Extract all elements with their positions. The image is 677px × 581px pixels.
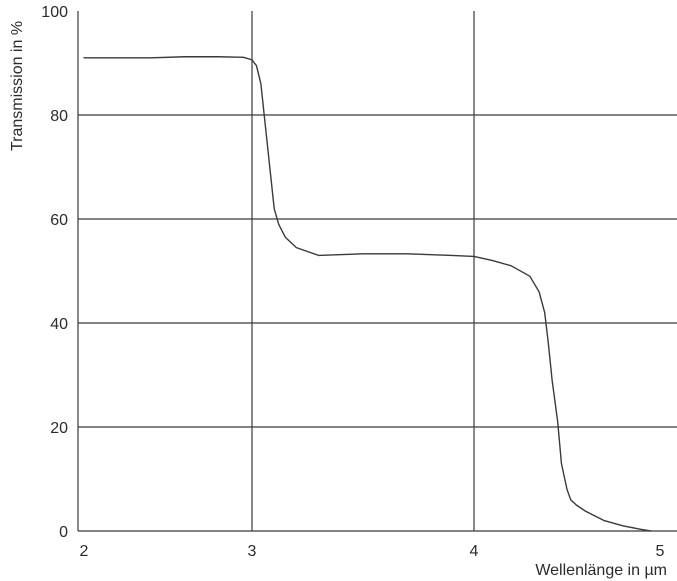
x-tick-label: 2 (80, 543, 89, 560)
y-tick-label: 40 (50, 316, 68, 333)
grid (78, 11, 677, 531)
y-tick-label: 20 (50, 420, 68, 437)
tick-labels: 0 20 40 60 80 100 2 3 4 5 (41, 4, 664, 560)
y-tick-label: 60 (50, 212, 68, 229)
y-tick-label: 80 (50, 108, 68, 125)
x-tick-label: 5 (656, 543, 665, 560)
x-axis-title: Wellenlänge in µm (535, 562, 667, 579)
y-axis-title: Transmission in % (9, 21, 26, 151)
transmission-series-line-0 (83, 56, 652, 532)
axes (77, 11, 677, 532)
x-tick-label: 3 (248, 543, 257, 560)
series (83, 56, 652, 532)
y-tick-label: 0 (59, 524, 68, 541)
x-tick-label: 4 (470, 543, 479, 560)
y-tick-label: 100 (41, 4, 68, 21)
